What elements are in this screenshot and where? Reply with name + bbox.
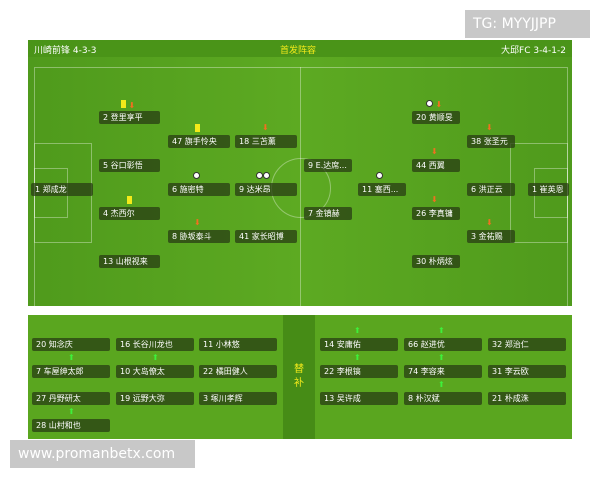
sub-on-arrow-icon: ⬆ xyxy=(438,353,445,362)
home-sub[interactable]: 27 丹野研太 xyxy=(32,392,110,405)
player-away-30[interactable]: 30 朴炳炫 xyxy=(412,255,460,268)
home-sub[interactable]: 20 知念庆 xyxy=(32,338,110,351)
sub-off-arrow-icon: ⬇ xyxy=(194,218,201,227)
player-away-6[interactable]: 6 洪正云 xyxy=(467,183,515,196)
sub-on-arrow-icon: ⬆ xyxy=(438,380,445,389)
away-sub[interactable]: 32 郑治仁 xyxy=(488,338,566,351)
substitutes-panel: 替补 20 知念庆 16 长谷川龙也 11 小林悠 ⬆ ⬆ 7 车屋绅太郎 10… xyxy=(28,315,572,439)
lineup-header: 川崎前锋 4-3-3 首发阵容 大邱FC 3-4-1-2 xyxy=(28,40,572,57)
away-sub[interactable]: 21 朴成洙 xyxy=(488,392,566,405)
home-sub[interactable]: 28 山村和也 xyxy=(32,419,110,432)
home-sub[interactable]: 16 长谷川龙也 xyxy=(116,338,194,351)
away-sub[interactable]: 66 赵进优 xyxy=(404,338,482,351)
home-sub[interactable]: 19 远野大弥 xyxy=(116,392,194,405)
player-home-4[interactable]: 4 杰西尔 xyxy=(99,207,160,220)
player-away-38[interactable]: 38 张圣元 xyxy=(467,135,515,148)
sub-off-arrow-icon: ⬇ xyxy=(486,218,493,227)
player-home-47[interactable]: 47 旗手怜央 xyxy=(168,135,230,148)
away-sub[interactable]: 8 朴汉斌 xyxy=(404,392,482,405)
sub-off-arrow-icon: ⬇ xyxy=(486,123,493,132)
player-away-3[interactable]: 3 金祐赐 xyxy=(467,230,515,243)
away-sub[interactable]: 13 吴许成 xyxy=(320,392,398,405)
sub-on-arrow-icon: ⬆ xyxy=(438,326,445,335)
home-sub[interactable]: 7 车屋绅太郎 xyxy=(32,365,110,378)
sub-on-arrow-icon: ⬆ xyxy=(354,326,361,335)
watermark-bottom: www.promanbetx.com xyxy=(10,440,195,468)
sub-on-arrow-icon: ⬆ xyxy=(68,353,75,362)
sub-off-arrow-icon: ⬇ xyxy=(431,147,438,156)
player-away-1[interactable]: 1 崔英恩 xyxy=(528,183,569,196)
home-team-formation: 川崎前锋 4-3-3 xyxy=(34,46,97,56)
sub-off-arrow-icon: ⬇ xyxy=(262,123,269,132)
away-sub[interactable]: 74 李容来 xyxy=(404,365,482,378)
player-home-6[interactable]: 6 施密特 xyxy=(168,183,230,196)
away-sub[interactable]: 14 安庸佑 xyxy=(320,338,398,351)
sub-on-arrow-icon: ⬆ xyxy=(68,407,75,416)
home-sub[interactable]: 11 小林悠 xyxy=(199,338,277,351)
yellow-card-icon: ⬇ xyxy=(121,100,135,110)
goal-ball-icon: ⬇ xyxy=(426,100,442,109)
player-away-7[interactable]: 7 金镇赫 xyxy=(304,207,352,220)
away-sub[interactable]: 22 李根镐 xyxy=(320,365,398,378)
player-away-11[interactable]: 11 塞西... xyxy=(358,183,406,196)
player-home-5[interactable]: 5 谷口彰悟 xyxy=(99,159,160,172)
sub-on-arrow-icon: ⬆ xyxy=(152,353,159,362)
sub-on-arrow-icon: ⬆ xyxy=(354,353,361,362)
home-sub[interactable]: 3 塚川孝辉 xyxy=(199,392,277,405)
player-away-20[interactable]: 20 黄顺旻 xyxy=(412,111,460,124)
sub-off-arrow-icon: ⬇ xyxy=(431,195,438,204)
home-sub[interactable]: 22 橘田健人 xyxy=(199,365,277,378)
away-sub[interactable]: 31 李云欧 xyxy=(488,365,566,378)
substitutes-label: 替补 xyxy=(283,315,315,439)
player-home-9[interactable]: 9 达米昂 xyxy=(235,183,297,196)
player-home-8[interactable]: 8 胁坂泰斗 xyxy=(168,230,230,243)
player-home-2[interactable]: 2 登里享平 xyxy=(99,111,160,124)
player-home-1[interactable]: 1 郑成龙 xyxy=(31,183,93,196)
player-away-26[interactable]: 26 李真镛 xyxy=(412,207,460,220)
lineup-title: 首发阵容 xyxy=(280,46,317,56)
goal-ball-icon xyxy=(376,172,383,181)
away-team-formation: 大邱FC 3-4-1-2 xyxy=(501,46,566,56)
player-away-9[interactable]: 9 E.达席... xyxy=(304,159,352,172)
player-away-44[interactable]: 44 西翼 xyxy=(412,159,460,172)
player-home-41[interactable]: 41 家长昭博 xyxy=(235,230,297,243)
watermark-top: TG: MYYJJPP xyxy=(465,10,590,38)
player-home-18[interactable]: 18 三苫薰 xyxy=(235,135,297,148)
yellow-card-icon xyxy=(127,196,132,206)
goal-ball-icon xyxy=(193,172,200,181)
home-sub[interactable]: 10 大岛僚太 xyxy=(116,365,194,378)
player-home-13[interactable]: 13 山根视来 xyxy=(99,255,160,268)
yellow-card-icon xyxy=(195,124,200,134)
goal-ball-icon xyxy=(256,172,270,181)
